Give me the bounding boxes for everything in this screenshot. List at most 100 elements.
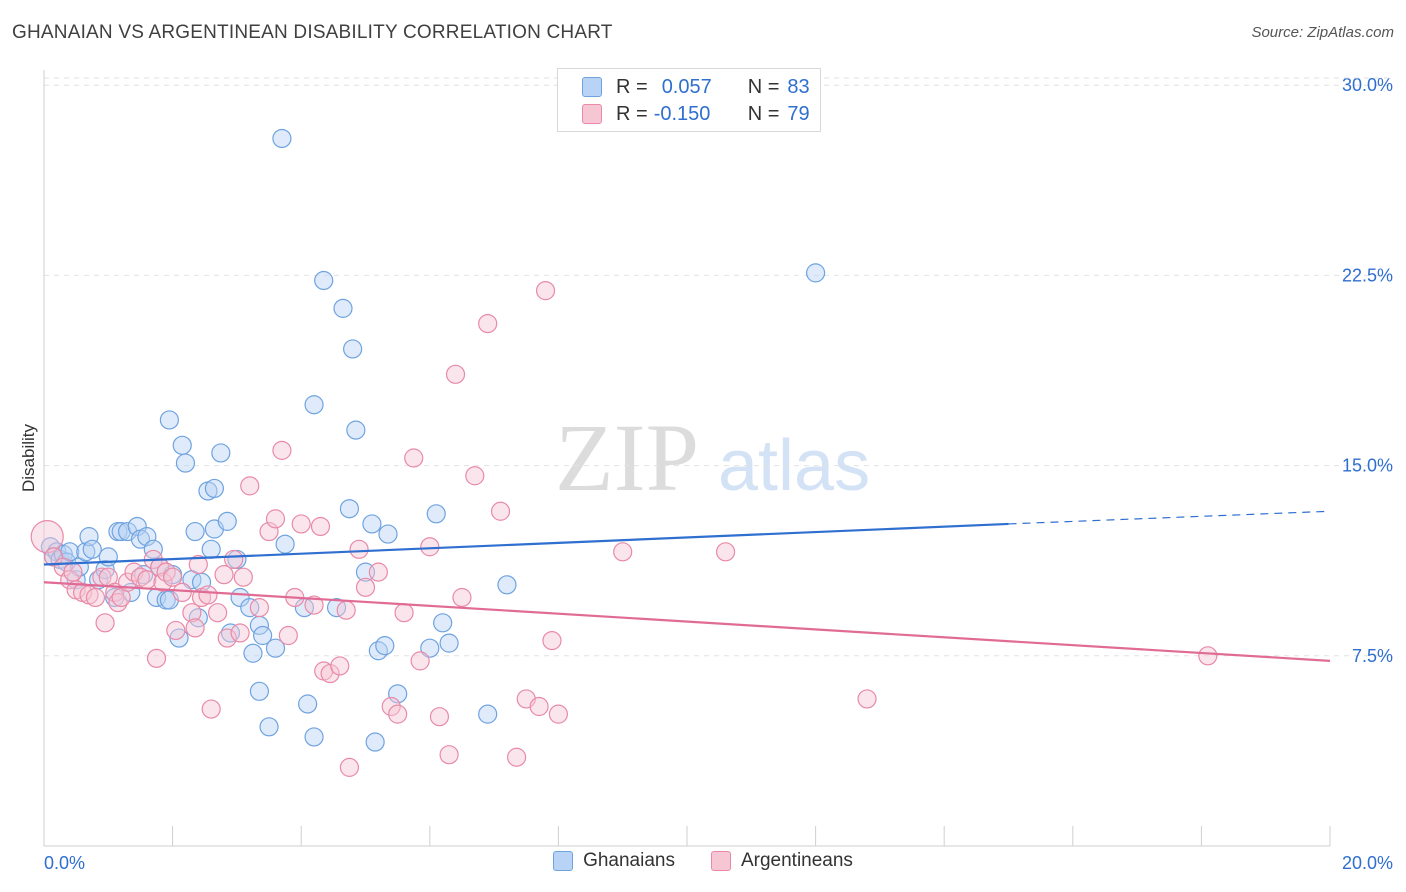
legend-swatch-pink [710, 851, 731, 871]
legend-n-value: 79 [787, 102, 810, 125]
data-point [465, 466, 485, 486]
data-point [253, 625, 273, 646]
data-point [314, 270, 334, 291]
data-point [381, 696, 401, 717]
data-point [507, 747, 527, 767]
data-point [182, 603, 202, 623]
data-point [320, 663, 340, 684]
trend-line-extension [1008, 510, 1331, 525]
data-point [339, 757, 360, 777]
data-point [208, 603, 228, 623]
data-point [452, 587, 472, 608]
data-point [188, 554, 208, 575]
data-point [272, 440, 292, 460]
data-point [185, 618, 205, 638]
data-point [490, 501, 511, 521]
data-point [198, 585, 218, 605]
data-point [535, 281, 556, 301]
legend-label-argentineans: Argentineans [740, 850, 853, 871]
data-point [150, 557, 170, 577]
data-point [336, 600, 356, 620]
data-point [857, 689, 877, 709]
data-point [95, 613, 115, 633]
stats-legend: R = 0.057 N = 83 R = -0.150 N = 79 [557, 68, 821, 132]
data-point [79, 527, 99, 547]
data-point [211, 443, 231, 463]
data-point [330, 656, 350, 676]
data-point [217, 628, 237, 648]
x-tick-label: 20.0% [1342, 853, 1393, 873]
chart-title: GHANAIAN VS ARGENTINEAN DISABILITY CORRE… [12, 22, 613, 43]
data-point [613, 542, 633, 562]
legend-item-argentineans: Argentineans [710, 850, 853, 872]
legend-n-value: 83 [787, 75, 810, 98]
legend-r-label: R = [616, 102, 648, 125]
data-point [497, 575, 517, 595]
data-point [548, 704, 569, 724]
data-point [298, 694, 318, 714]
data-point [362, 514, 382, 534]
data-point [63, 562, 83, 582]
data-point [378, 524, 398, 544]
data-point [272, 128, 292, 149]
data-point [175, 453, 196, 473]
legend-n-label: N = [747, 102, 780, 125]
data-point [394, 603, 414, 623]
data-point [243, 643, 263, 663]
data-point [185, 521, 205, 542]
legend-swatch-blue [553, 851, 574, 871]
data-point [346, 420, 366, 440]
data-point [85, 587, 106, 608]
data-point [388, 704, 408, 724]
data-point [156, 562, 176, 582]
legend-n-label: N = [747, 75, 780, 98]
data-point [420, 638, 440, 658]
data-point [478, 313, 498, 334]
legend-swatch-blue [582, 77, 602, 97]
data-point [146, 648, 167, 668]
series-legend: Ghanaians Argentineans [0, 850, 1406, 872]
data-point [166, 620, 186, 641]
trend-line-ghanaians [43, 522, 1009, 566]
data-point [445, 364, 466, 384]
data-point [1198, 646, 1218, 666]
data-point [224, 549, 244, 570]
legend-row-ghanaians: R = 0.057 N = 83 [582, 75, 810, 99]
data-point [410, 651, 430, 671]
data-point [368, 641, 388, 661]
data-point [275, 534, 295, 554]
data-point [159, 410, 179, 430]
data-point [339, 499, 360, 519]
data-point [529, 696, 549, 717]
data-point [404, 448, 424, 468]
data-point [98, 547, 118, 567]
data-point [426, 504, 446, 524]
data-point [291, 514, 311, 534]
data-point [433, 613, 453, 633]
data-point [240, 598, 260, 618]
data-point [333, 298, 353, 318]
watermark-zip: ZIP [555, 404, 699, 511]
y-tick-label: 15.0% [1342, 456, 1393, 476]
data-point [249, 598, 270, 618]
data-point [233, 567, 253, 587]
y-tick-label: 30.0% [1342, 75, 1393, 95]
data-point [375, 636, 395, 656]
data-point [388, 684, 408, 704]
data-point [439, 745, 459, 765]
legend-r-label: R = [616, 75, 648, 98]
data-point [240, 476, 260, 496]
data-point [172, 435, 192, 455]
data-point [715, 542, 736, 562]
data-point [30, 520, 64, 554]
data-point [365, 732, 385, 752]
data-point [249, 681, 270, 701]
y-axis-title: Disability [19, 423, 38, 492]
data-point [259, 717, 279, 737]
legend-label-ghanaians: Ghanaians [583, 850, 675, 871]
trend-line-argentineans [43, 581, 1331, 662]
data-point [172, 582, 192, 603]
legend-item-ghanaians: Ghanaians [553, 850, 675, 872]
data-point [265, 638, 286, 658]
